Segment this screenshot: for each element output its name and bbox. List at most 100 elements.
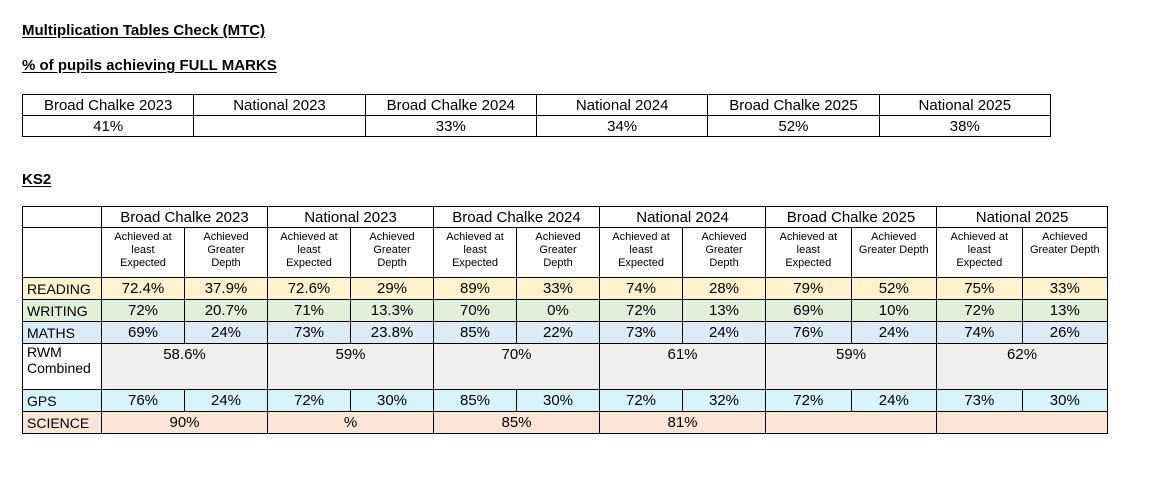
merged-cell: 81%	[599, 411, 767, 434]
table-cell: 24%	[850, 321, 938, 344]
mtc-value-cell: 34%	[535, 115, 709, 137]
ks2-sub-header: Achieved at least Expected	[101, 227, 185, 278]
merged-cell: 59%	[765, 343, 938, 390]
table-cell: 85%	[433, 389, 518, 412]
mtc-value-row: 41% 33% 34% 52% 38%	[21, 115, 1052, 137]
ks2-sub-header: Achieved at least Expected	[433, 227, 518, 278]
mtc-value-cell: 52%	[707, 115, 880, 137]
table-cell: 85%	[433, 321, 518, 344]
mtc-value-cell: 33%	[364, 115, 537, 137]
row-label: RWM Combined	[22, 343, 102, 390]
table-cell: 72%	[936, 299, 1023, 322]
table-cell: 33%	[516, 277, 601, 300]
mtc-value-cell: 41%	[21, 115, 195, 137]
table-cell: 10%	[850, 299, 938, 322]
table-cell: 24%	[850, 389, 938, 412]
table-cell: 32%	[682, 389, 767, 412]
mtc-header-cell: Broad Chalke 2023	[21, 94, 195, 116]
row-label: READING	[22, 277, 102, 300]
ks2-sub-header: Achieved Greater Depth	[1021, 227, 1109, 278]
table-cell: 72.6%	[267, 277, 351, 300]
ks2-row-maths: MATHS 69% 24% 73% 23.8% 85% 22% 73% 24% …	[22, 321, 1109, 344]
ks2-sub-header: Achieved Greater Depth	[184, 227, 268, 278]
ks2-row-science: SCIENCE 90% % 85% 81%	[22, 411, 1109, 434]
table-cell: 70%	[433, 299, 518, 322]
table-cell: 69%	[765, 299, 852, 322]
table-cell: 29%	[349, 277, 435, 300]
row-label: WRITING	[22, 299, 102, 322]
table-cell: 24%	[682, 321, 767, 344]
table-cell: 13%	[1021, 299, 1109, 322]
ks2-sub-header: Achieved at least Expected	[599, 227, 684, 278]
mtc-header-cell: Broad Chalke 2024	[364, 94, 537, 116]
table-cell: 72%	[101, 299, 185, 322]
table-cell: 72.4%	[101, 277, 185, 300]
table-cell: 13.3%	[349, 299, 435, 322]
table-cell: 69%	[101, 321, 185, 344]
ks2-group-header: Broad Chalke 2024	[433, 206, 601, 228]
page-title: Multiplication Tables Check (MTC)	[22, 22, 266, 39]
table-cell: 74%	[936, 321, 1023, 344]
table-cell: 52%	[850, 277, 938, 300]
ks2-sub-header: Achieved at least Expected	[765, 227, 852, 278]
merged-cell: 61%	[599, 343, 767, 390]
table-cell: 73%	[267, 321, 351, 344]
table-cell: 74%	[599, 277, 684, 300]
ks2-group-header: National 2025	[936, 206, 1109, 228]
table-cell: 72%	[765, 389, 852, 412]
ks2-row-gps: GPS 76% 24% 72% 30% 85% 30% 72% 32% 72% …	[22, 389, 1109, 412]
ks2-group-header: Broad Chalke 2023	[101, 206, 268, 228]
table-cell: 72%	[599, 389, 684, 412]
table-cell: 30%	[516, 389, 601, 412]
mtc-header-cell: National 2023	[193, 94, 366, 116]
table-cell: 33%	[1021, 277, 1109, 300]
table-cell: 79%	[765, 277, 852, 300]
table-cell: 75%	[936, 277, 1023, 300]
ks2-sub-header: Achieved Greater Depth	[349, 227, 435, 278]
row-label: MATHS	[22, 321, 102, 344]
ks2-table: Broad Chalke 2023 National 2023 Broad Ch…	[22, 206, 1109, 434]
merged-cell: 59%	[266, 343, 435, 390]
ks2-group-header: National 2024	[599, 206, 767, 228]
table-cell: 72%	[599, 299, 684, 322]
mtc-header-cell: National 2025	[878, 94, 1052, 116]
table-cell: 71%	[267, 299, 351, 322]
table-cell: 89%	[433, 277, 518, 300]
corner-cell	[22, 227, 102, 278]
merged-cell: 85%	[433, 411, 601, 434]
table-cell: 13%	[682, 299, 767, 322]
table-cell: 37.9%	[184, 277, 268, 300]
table-cell: 24%	[184, 321, 268, 344]
merged-cell	[936, 411, 1109, 434]
table-cell: 20.7%	[184, 299, 268, 322]
subtitle-full-marks: % of pupils achieving FULL MARKS	[22, 57, 277, 74]
row-label: SCIENCE	[22, 411, 102, 434]
table-cell: 23.8%	[349, 321, 435, 344]
mtc-table: Broad Chalke 2023 National 2023 Broad Ch…	[21, 94, 1052, 137]
merged-cell: 90%	[101, 411, 268, 434]
table-cell: 30%	[1021, 389, 1109, 412]
table-cell: 76%	[765, 321, 852, 344]
table-cell: 76%	[101, 389, 185, 412]
merged-cell	[765, 411, 938, 434]
merged-cell: 62%	[936, 343, 1109, 390]
merged-cell: 58.6%	[101, 343, 268, 390]
table-cell: 72%	[267, 389, 351, 412]
table-cell: 73%	[599, 321, 684, 344]
ks2-group-header: National 2023	[266, 206, 435, 228]
mtc-header-cell: Broad Chalke 2025	[707, 94, 880, 116]
ks2-row-reading: READING 72.4% 37.9% 72.6% 29% 89% 33% 74…	[22, 277, 1109, 300]
table-cell: 28%	[682, 277, 767, 300]
merged-cell: %	[266, 411, 435, 434]
merged-cell: 70%	[433, 343, 601, 390]
ks2-sub-header-row: Achieved at least Expected Achieved Grea…	[22, 227, 1109, 278]
table-cell: 0%	[516, 299, 601, 322]
ks2-sub-header: Achieved at least Expected	[267, 227, 351, 278]
table-cell: 73%	[936, 389, 1023, 412]
mtc-value-cell	[193, 115, 366, 137]
row-label: GPS	[22, 389, 102, 412]
ks2-group-header-row: Broad Chalke 2023 National 2023 Broad Ch…	[22, 206, 1109, 228]
ks2-sub-header: Achieved Greater Depth	[850, 227, 938, 278]
ks2-group-header: Broad Chalke 2025	[765, 206, 938, 228]
ks2-sub-header: Achieved at least Expected	[936, 227, 1023, 278]
